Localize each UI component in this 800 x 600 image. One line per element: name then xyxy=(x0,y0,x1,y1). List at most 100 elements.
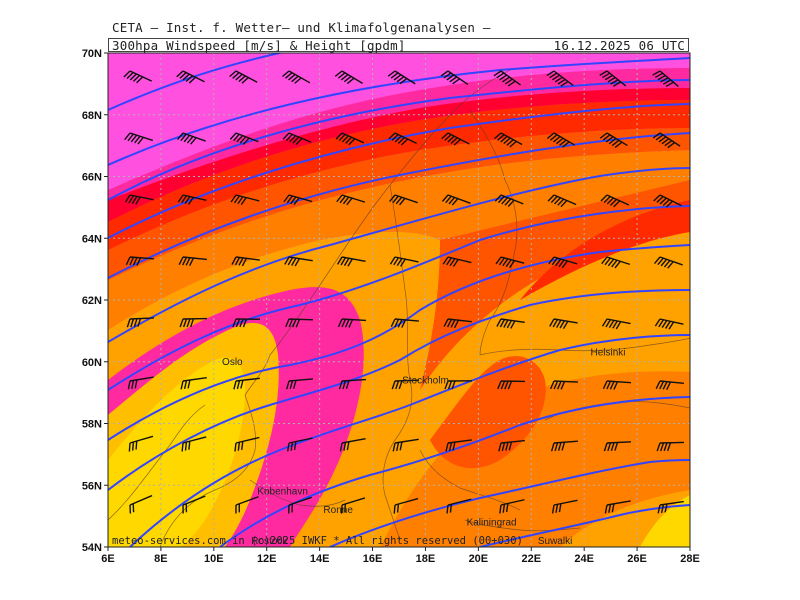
lon-tick-label: 10E xyxy=(204,553,224,565)
valid-time: 16.12.2025 06 UTC xyxy=(553,38,685,53)
height-contour xyxy=(329,459,690,547)
wind-barb xyxy=(498,439,525,452)
wind-barb xyxy=(236,556,257,575)
wind-barb xyxy=(337,318,366,328)
lon-tick-label: 26E xyxy=(627,553,647,565)
wind-barb xyxy=(493,70,521,87)
lat-tick-label: 68N xyxy=(82,110,102,122)
lon-tick-label: 6E xyxy=(101,553,114,565)
header-box: 300hpa Windspeed [m/s] & Height [gpdm] 1… xyxy=(108,38,689,53)
wind-barb xyxy=(497,380,526,390)
wind-barb xyxy=(547,194,577,208)
lat-tick-label: 56N xyxy=(82,480,102,492)
wind-barb xyxy=(443,318,472,329)
wind-barb xyxy=(181,436,207,452)
city-label: Rostock xyxy=(251,536,288,547)
city-label: Stockholm xyxy=(402,375,449,386)
wind-barb xyxy=(390,318,419,328)
wind-barb xyxy=(127,376,154,390)
height-contours xyxy=(108,53,690,547)
wind-barb xyxy=(495,256,525,268)
city-label: Ronne xyxy=(323,505,353,516)
wind-barb xyxy=(334,70,363,85)
wind-barb xyxy=(441,194,471,206)
wind-barb xyxy=(441,132,470,146)
latitude-labels: 70N 68N 66N 64N 62N 60N 58N 56N 54N xyxy=(82,48,102,554)
wind-barb xyxy=(176,132,206,145)
wind-barb xyxy=(124,194,154,205)
core-red-orange-center xyxy=(430,356,546,469)
wind-barb xyxy=(126,317,155,328)
wind-barb xyxy=(494,194,524,207)
core-red-east xyxy=(520,200,690,300)
wind-barb xyxy=(551,499,578,514)
wind-barb xyxy=(282,70,311,84)
wind-barb xyxy=(130,555,151,575)
height-contour xyxy=(129,334,690,547)
wind-barb xyxy=(546,132,576,148)
wind-barb xyxy=(389,194,418,206)
band-red xyxy=(108,100,690,250)
lat-tick-label: 62N xyxy=(82,295,102,307)
wind-barb xyxy=(178,256,207,267)
wind-barb xyxy=(177,194,207,205)
wind-barb xyxy=(448,558,470,575)
wind-barb xyxy=(125,256,154,266)
wind-barb xyxy=(233,377,260,390)
city-label: Kaliningrad xyxy=(467,517,517,528)
wind-barb xyxy=(549,380,579,390)
longitude-labels: 6E 8E 10E 12E 14E 16E 18E 20E 22E 24E 26E 28E xyxy=(101,553,700,565)
wind-barb xyxy=(494,132,523,148)
wind-barb xyxy=(600,194,630,208)
wind-barb xyxy=(230,194,260,205)
wind-barb xyxy=(440,70,469,86)
wind-barb xyxy=(340,497,366,514)
header-title: CETA – Inst. f. Wetter– und Klimafolgena… xyxy=(112,20,491,35)
lon-tick-label: 24E xyxy=(574,553,594,565)
wind-barb xyxy=(444,380,473,390)
lon-tick-label: 28E xyxy=(680,553,700,565)
wind-barb xyxy=(124,132,154,145)
wind-barb xyxy=(652,70,679,88)
height-contour xyxy=(108,132,690,279)
wind-barb xyxy=(604,500,631,514)
wind-barb xyxy=(179,317,208,328)
lon-tick-label: 22E xyxy=(521,553,541,565)
wind-barb xyxy=(550,440,578,452)
band-red-orange xyxy=(108,128,690,280)
wind-barb xyxy=(389,256,419,267)
wind-barb xyxy=(442,256,472,267)
wind-barb xyxy=(652,132,681,149)
wind-barb xyxy=(338,378,366,390)
lat-tick-label: 60N xyxy=(82,357,102,369)
wind-barb xyxy=(395,558,417,576)
lat-tick-label: 58N xyxy=(82,419,102,431)
wind-barb xyxy=(546,70,574,87)
wind-barb xyxy=(388,132,417,146)
band-magenta xyxy=(108,53,690,190)
city-label: Helsinki xyxy=(590,348,625,359)
wind-barb xyxy=(342,557,364,575)
lat-tick-label: 54N xyxy=(82,542,102,554)
wind-barb xyxy=(287,437,313,452)
wind-barb xyxy=(288,496,312,514)
wind-barb xyxy=(655,380,684,391)
product-label: 300hpa Windspeed [m/s] & Height [gpdm] xyxy=(112,38,406,53)
height-contour xyxy=(108,79,690,201)
wind-barb xyxy=(445,439,472,452)
wind-barb xyxy=(283,194,313,206)
wind-barb xyxy=(229,132,259,145)
axis-ticks xyxy=(104,52,691,551)
wind-barb xyxy=(180,377,207,390)
height-contour xyxy=(108,244,690,441)
wind-barb xyxy=(235,496,259,514)
height-contour xyxy=(108,167,690,343)
wind-barb xyxy=(446,498,472,514)
wind-barb xyxy=(602,380,631,390)
wind-barb xyxy=(496,318,525,329)
lat-tick-label: 66N xyxy=(82,172,102,184)
lon-tick-label: 16E xyxy=(363,553,383,565)
wind-barb xyxy=(549,318,578,330)
band-dark-orange xyxy=(108,150,690,330)
